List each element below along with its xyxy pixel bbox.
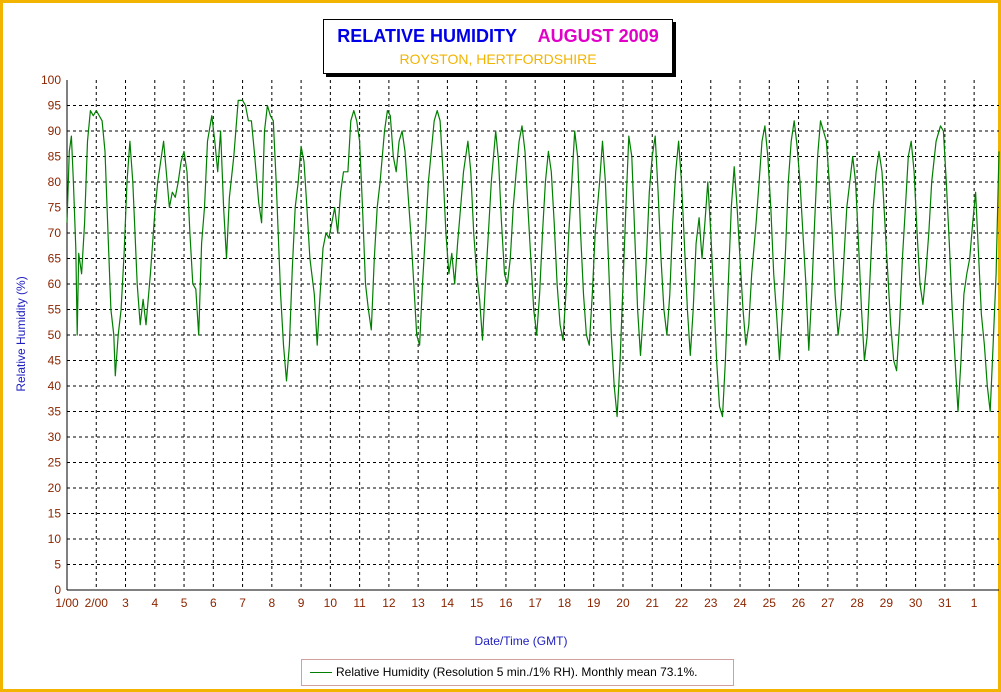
legend: Relative Humidity (Resolution 5 min./1% … (301, 659, 734, 686)
legend-line-swatch (310, 672, 332, 673)
y-tick-label: 100 (41, 73, 61, 87)
x-tick-label: 5 (181, 596, 188, 610)
y-tick-label: 5 (54, 558, 61, 572)
y-tick-label: 40 (48, 379, 62, 393)
humidity-series-line (66, 99, 1000, 418)
y-axis-title: Relative Humidity (%) (14, 276, 28, 391)
x-tick-label: 31 (938, 596, 952, 610)
title-box: RELATIVE HUMIDITY AUGUST 2009 ROYSTON, H… (323, 19, 673, 74)
y-tick-label: 35 (48, 405, 62, 419)
x-tick-label: 19 (587, 596, 601, 610)
x-tick-label: 13 (411, 596, 425, 610)
x-tick-label: 17 (529, 596, 543, 610)
y-tick-label: 65 (48, 252, 62, 266)
x-tick-label: 4 (151, 596, 158, 610)
y-tick-label: 50 (48, 328, 62, 342)
y-tick-label: 60 (48, 277, 62, 291)
title-line: RELATIVE HUMIDITY AUGUST 2009 (324, 26, 672, 47)
y-tick-label: 85 (48, 150, 62, 164)
y-tick-label: 0 (54, 583, 61, 597)
chart-subtitle: ROYSTON, HERTFORDSHIRE (399, 51, 597, 67)
x-tick-label: 7 (239, 596, 246, 610)
x-tick-label: 1 (971, 596, 978, 610)
x-tick-label: 20 (616, 596, 630, 610)
x-tick-label: 15 (470, 596, 484, 610)
x-tick-label: 26 (792, 596, 806, 610)
chart-title: RELATIVE HUMIDITY (337, 26, 517, 46)
y-tick-label: 95 (48, 99, 62, 113)
x-axis-title: Date/Time (GMT) (475, 634, 568, 648)
y-tick-label: 75 (48, 201, 62, 215)
x-tick-label: 12 (382, 596, 396, 610)
y-tick-label: 30 (48, 430, 62, 444)
y-tick-label: 45 (48, 354, 62, 368)
y-tick-label: 80 (48, 175, 62, 189)
y-tick-label: 25 (48, 456, 62, 470)
x-tick-label: 24 (733, 596, 747, 610)
x-tick-label: 29 (880, 596, 894, 610)
x-tick-label: 23 (704, 596, 718, 610)
x-tick-label: 22 (675, 596, 689, 610)
y-tick-label: 15 (48, 507, 62, 521)
legend-label: Relative Humidity (Resolution 5 min./1% … (336, 665, 698, 679)
x-tick-label: 11 (353, 596, 366, 610)
x-tick-label: 16 (499, 596, 513, 610)
x-tick-label: 27 (821, 596, 835, 610)
x-tick-label: 9 (298, 596, 305, 610)
x-tick-label: 3 (122, 596, 129, 610)
x-tick-label: 1/00 (55, 596, 79, 610)
x-tick-label: 6 (210, 596, 217, 610)
y-tick-label: 10 (48, 532, 62, 546)
y-tick-label: 55 (48, 303, 62, 317)
x-tick-label: 10 (324, 596, 338, 610)
x-tick-label: 21 (646, 596, 660, 610)
chart-month: AUGUST 2009 (537, 26, 659, 46)
x-tick-label: 30 (909, 596, 923, 610)
x-tick-label: 18 (558, 596, 572, 610)
x-tick-label: 8 (268, 596, 275, 610)
y-tick-label: 90 (48, 124, 62, 138)
x-tick-label: 14 (441, 596, 455, 610)
y-tick-label: 70 (48, 226, 62, 240)
x-tick-label: 25 (763, 596, 777, 610)
y-tick-label: 20 (48, 481, 62, 495)
x-tick-label: 28 (850, 596, 864, 610)
x-tick-label: 2/00 (85, 596, 109, 610)
